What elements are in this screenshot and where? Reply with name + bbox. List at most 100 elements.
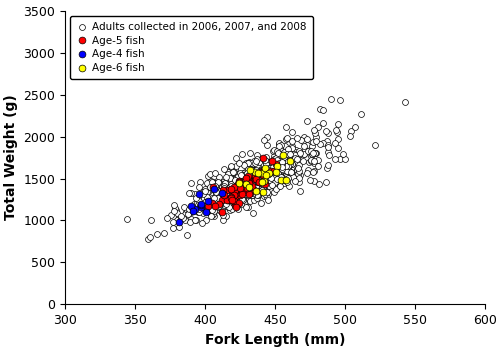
- Adults collected in 2006, 2007, and 2008: [240, 191, 248, 197]
- Adults collected in 2006, 2007, and 2008: [260, 173, 268, 178]
- Adults collected in 2006, 2007, and 2008: [282, 164, 290, 169]
- Adults collected in 2006, 2007, and 2008: [268, 161, 276, 167]
- Adults collected in 2006, 2007, and 2008: [256, 177, 264, 183]
- Adults collected in 2006, 2007, and 2008: [276, 173, 283, 178]
- Age-5 fish: [240, 181, 248, 187]
- Adults collected in 2006, 2007, and 2008: [253, 195, 261, 200]
- Legend: Adults collected in 2006, 2007, and 2008, Age-5 fish, Age-4 fish, Age-6 fish: Adults collected in 2006, 2007, and 2008…: [70, 16, 313, 79]
- Age-5 fish: [268, 158, 276, 164]
- Adults collected in 2006, 2007, and 2008: [220, 202, 228, 208]
- Adults collected in 2006, 2007, and 2008: [246, 198, 254, 204]
- Adults collected in 2006, 2007, and 2008: [198, 220, 206, 226]
- Adults collected in 2006, 2007, and 2008: [252, 160, 260, 166]
- Adults collected in 2006, 2007, and 2008: [286, 149, 294, 154]
- Adults collected in 2006, 2007, and 2008: [222, 198, 230, 203]
- Adults collected in 2006, 2007, and 2008: [224, 192, 232, 198]
- Adults collected in 2006, 2007, and 2008: [219, 204, 227, 210]
- Adults collected in 2006, 2007, and 2008: [198, 202, 206, 207]
- Adults collected in 2006, 2007, and 2008: [240, 179, 248, 185]
- Adults collected in 2006, 2007, and 2008: [216, 189, 224, 194]
- Adults collected in 2006, 2007, and 2008: [280, 167, 287, 173]
- Adults collected in 2006, 2007, and 2008: [280, 164, 287, 169]
- Adults collected in 2006, 2007, and 2008: [230, 166, 238, 171]
- Adults collected in 2006, 2007, and 2008: [240, 186, 248, 192]
- Adults collected in 2006, 2007, and 2008: [269, 174, 277, 180]
- Age-6 fish: [262, 172, 270, 177]
- Adults collected in 2006, 2007, and 2008: [257, 180, 265, 185]
- Adults collected in 2006, 2007, and 2008: [278, 157, 286, 163]
- Adults collected in 2006, 2007, and 2008: [238, 185, 246, 191]
- Adults collected in 2006, 2007, and 2008: [212, 200, 220, 206]
- Adults collected in 2006, 2007, and 2008: [173, 217, 181, 223]
- Adults collected in 2006, 2007, and 2008: [241, 181, 249, 187]
- Age-5 fish: [232, 205, 240, 210]
- Adults collected in 2006, 2007, and 2008: [252, 156, 260, 162]
- Age-5 fish: [272, 161, 280, 166]
- Adults collected in 2006, 2007, and 2008: [303, 119, 311, 124]
- Adults collected in 2006, 2007, and 2008: [260, 172, 268, 178]
- Adults collected in 2006, 2007, and 2008: [218, 198, 226, 203]
- Adults collected in 2006, 2007, and 2008: [226, 200, 234, 206]
- Adults collected in 2006, 2007, and 2008: [188, 216, 196, 222]
- Adults collected in 2006, 2007, and 2008: [244, 192, 252, 198]
- Adults collected in 2006, 2007, and 2008: [319, 140, 327, 145]
- Adults collected in 2006, 2007, and 2008: [222, 185, 230, 191]
- Adults collected in 2006, 2007, and 2008: [264, 167, 272, 173]
- Adults collected in 2006, 2007, and 2008: [222, 190, 230, 195]
- Adults collected in 2006, 2007, and 2008: [236, 193, 244, 198]
- Adults collected in 2006, 2007, and 2008: [206, 199, 214, 204]
- Adults collected in 2006, 2007, and 2008: [203, 198, 211, 203]
- Adults collected in 2006, 2007, and 2008: [183, 207, 191, 213]
- Adults collected in 2006, 2007, and 2008: [262, 173, 270, 178]
- Adults collected in 2006, 2007, and 2008: [282, 168, 290, 173]
- Adults collected in 2006, 2007, and 2008: [284, 167, 292, 173]
- Adults collected in 2006, 2007, and 2008: [250, 177, 258, 183]
- Adults collected in 2006, 2007, and 2008: [240, 192, 248, 198]
- Adults collected in 2006, 2007, and 2008: [230, 170, 237, 175]
- Adults collected in 2006, 2007, and 2008: [242, 181, 250, 187]
- Age-5 fish: [228, 188, 236, 193]
- Adults collected in 2006, 2007, and 2008: [220, 204, 228, 209]
- Adults collected in 2006, 2007, and 2008: [164, 215, 172, 221]
- Adults collected in 2006, 2007, and 2008: [210, 195, 218, 201]
- Adults collected in 2006, 2007, and 2008: [226, 175, 234, 181]
- Adults collected in 2006, 2007, and 2008: [274, 140, 282, 146]
- Adults collected in 2006, 2007, and 2008: [219, 217, 227, 223]
- Adults collected in 2006, 2007, and 2008: [356, 111, 364, 117]
- Adults collected in 2006, 2007, and 2008: [250, 178, 258, 184]
- Adults collected in 2006, 2007, and 2008: [144, 236, 152, 241]
- Y-axis label: Total Weight (g): Total Weight (g): [4, 95, 18, 221]
- Adults collected in 2006, 2007, and 2008: [250, 185, 258, 191]
- Adults collected in 2006, 2007, and 2008: [266, 165, 274, 171]
- Adults collected in 2006, 2007, and 2008: [211, 206, 219, 211]
- Adults collected in 2006, 2007, and 2008: [232, 179, 240, 185]
- Adults collected in 2006, 2007, and 2008: [264, 161, 272, 167]
- Adults collected in 2006, 2007, and 2008: [290, 174, 298, 179]
- Adults collected in 2006, 2007, and 2008: [273, 177, 281, 182]
- Age-5 fish: [238, 191, 246, 197]
- Adults collected in 2006, 2007, and 2008: [228, 179, 236, 184]
- Adults collected in 2006, 2007, and 2008: [278, 174, 285, 179]
- Adults collected in 2006, 2007, and 2008: [279, 175, 287, 181]
- Adults collected in 2006, 2007, and 2008: [220, 185, 228, 191]
- Adults collected in 2006, 2007, and 2008: [179, 215, 187, 220]
- Adults collected in 2006, 2007, and 2008: [254, 191, 262, 196]
- Adults collected in 2006, 2007, and 2008: [230, 196, 238, 201]
- Adults collected in 2006, 2007, and 2008: [324, 143, 332, 148]
- Adults collected in 2006, 2007, and 2008: [306, 177, 314, 183]
- Age-5 fish: [246, 180, 254, 186]
- Adults collected in 2006, 2007, and 2008: [230, 170, 238, 175]
- Age-5 fish: [236, 192, 244, 198]
- Age-6 fish: [252, 188, 260, 194]
- Adults collected in 2006, 2007, and 2008: [259, 169, 267, 175]
- Age-5 fish: [232, 193, 240, 199]
- Adults collected in 2006, 2007, and 2008: [234, 184, 241, 190]
- Adults collected in 2006, 2007, and 2008: [204, 173, 212, 179]
- Age-4 fish: [210, 186, 218, 192]
- Adults collected in 2006, 2007, and 2008: [277, 143, 285, 148]
- Adults collected in 2006, 2007, and 2008: [306, 148, 314, 153]
- Adults collected in 2006, 2007, and 2008: [246, 150, 254, 156]
- Adults collected in 2006, 2007, and 2008: [259, 169, 267, 174]
- Adults collected in 2006, 2007, and 2008: [213, 202, 221, 208]
- Adults collected in 2006, 2007, and 2008: [293, 136, 301, 141]
